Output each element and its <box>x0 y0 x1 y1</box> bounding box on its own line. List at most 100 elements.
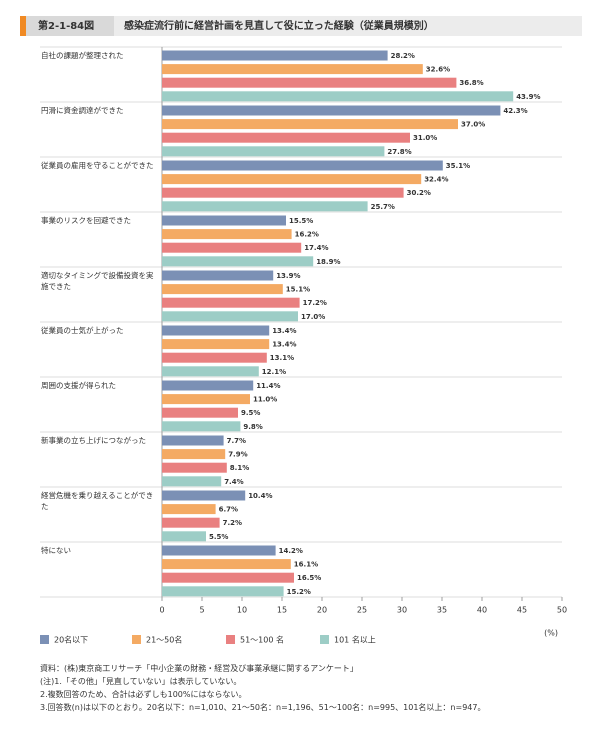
x-tick-label: 35 <box>437 606 447 615</box>
bar <box>162 91 513 101</box>
data-label: 43.9% <box>516 93 540 101</box>
page: {"header": {"figure_label": "第2-1-84図", … <box>0 0 592 733</box>
bar <box>162 298 300 308</box>
bar <box>162 476 221 486</box>
data-label: 27.8% <box>387 148 411 156</box>
data-label: 11.4% <box>256 382 280 390</box>
data-label: 17.0% <box>301 313 325 321</box>
bar <box>162 64 423 74</box>
note: 3.回答数(n)は以下のとおり。20名以下：n=1,010、21～50名：n=1… <box>40 702 485 713</box>
bar <box>162 381 253 391</box>
x-tick-label: 10 <box>237 606 247 615</box>
bar <box>162 353 267 363</box>
data-label: 17.4% <box>304 244 328 252</box>
x-tick-label: 45 <box>517 606 527 615</box>
x-tick-label: 20 <box>317 606 327 615</box>
bar <box>162 106 500 116</box>
bar <box>162 51 388 61</box>
legend-label: 101 名以上 <box>334 635 376 645</box>
category-label: 事業のリスクを回避できた <box>41 215 159 226</box>
category-label: 特にない <box>41 545 159 556</box>
data-label: 35.1% <box>446 162 470 170</box>
data-label: 12.1% <box>262 368 286 376</box>
data-label: 7.7% <box>227 437 246 445</box>
bar <box>162 78 456 88</box>
data-label: 7.9% <box>228 451 247 459</box>
data-label: 13.4% <box>272 327 296 335</box>
bar <box>162 546 276 556</box>
bar <box>162 271 273 281</box>
bar <box>162 408 238 418</box>
data-label: 25.7% <box>371 203 395 211</box>
bar <box>162 366 259 376</box>
data-label: 15.2% <box>287 588 311 596</box>
category-label: 周囲の支援が得られた <box>41 380 159 391</box>
bar <box>162 339 269 349</box>
bar <box>162 559 291 569</box>
bar <box>162 229 292 239</box>
data-label: 5.5% <box>209 533 228 541</box>
data-label: 7.2% <box>223 519 242 527</box>
bar <box>162 256 313 266</box>
bar <box>162 436 224 446</box>
data-label: 42.3% <box>503 107 527 115</box>
data-label: 32.6% <box>426 66 450 74</box>
bar <box>162 326 269 336</box>
bar <box>162 394 250 404</box>
x-unit: (%) <box>544 629 558 638</box>
figure-label: 第2-1-84図 <box>38 19 94 32</box>
bar <box>162 174 421 184</box>
data-label: 17.2% <box>303 299 327 307</box>
category-label: 経営危機を乗り越えることができた <box>41 490 159 512</box>
category-label: 自社の課題が整理された <box>41 50 159 61</box>
note: 2.複数回答のため、合計は必ずしも100%にはならない。 <box>40 689 247 700</box>
data-label: 16.2% <box>295 231 319 239</box>
data-label: 9.8% <box>243 423 262 431</box>
data-label: 30.2% <box>407 189 431 197</box>
bar <box>162 491 245 501</box>
x-tick-label: 50 <box>557 606 567 615</box>
data-label: 13.4% <box>272 341 296 349</box>
data-label: 14.2% <box>279 547 303 555</box>
bar <box>162 449 225 459</box>
data-label: 8.1% <box>230 464 249 472</box>
bar <box>162 201 368 211</box>
bar <box>162 188 404 198</box>
data-label: 28.2% <box>391 52 415 60</box>
bar <box>162 504 216 514</box>
x-tick-label: 25 <box>357 606 367 615</box>
bar <box>162 284 283 294</box>
x-tick-label: 30 <box>397 606 407 615</box>
source-note: 資料：(株)東京商工リサーチ「中小企業の財務・経営及び事業承継に関するアンケート… <box>40 663 358 674</box>
bar <box>162 463 227 473</box>
legend-swatch <box>132 635 141 644</box>
category-label: 円滑に資金調達ができた <box>41 105 159 116</box>
bar <box>162 216 286 226</box>
x-tick-label: 5 <box>199 606 204 615</box>
chart-title: 感染症流行前に経営計画を見直して役に立った経験（従業員規模別） <box>124 19 434 32</box>
bar <box>162 518 220 528</box>
data-label: 13.1% <box>270 354 294 362</box>
bar <box>162 531 206 541</box>
data-label: 16.1% <box>294 561 318 569</box>
data-label: 32.4% <box>424 176 448 184</box>
bar <box>162 421 240 431</box>
note: (注)1.「その他」「見直していない」は表示していない。 <box>40 676 241 687</box>
x-tick-label: 40 <box>477 606 487 615</box>
data-label: 15.1% <box>286 286 310 294</box>
data-label: 10.4% <box>248 492 272 500</box>
bar <box>162 119 458 129</box>
data-label: 18.9% <box>316 258 340 266</box>
data-label: 7.4% <box>224 478 243 486</box>
category-label: 適切なタイミングで設備投資を実施できた <box>41 270 159 292</box>
bar <box>162 243 301 253</box>
legend-label: 20名以下 <box>54 635 88 645</box>
data-label: 9.5% <box>241 409 260 417</box>
x-tick-label: 15 <box>277 606 287 615</box>
category-label: 従業員の雇用を守ることができた <box>41 160 159 171</box>
header-accent <box>20 16 26 36</box>
legend-swatch <box>226 635 235 644</box>
category-label: 新事業の立ち上げにつながった <box>41 435 159 446</box>
bar <box>162 161 443 171</box>
data-label: 13.9% <box>276 272 300 280</box>
